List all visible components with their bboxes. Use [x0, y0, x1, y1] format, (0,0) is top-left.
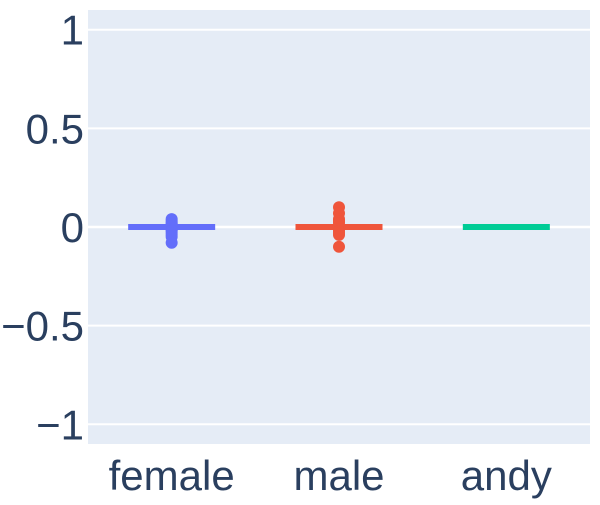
- box-female: [128, 213, 216, 249]
- x-tick-label: female: [109, 452, 235, 499]
- y-axis-tick-labels: −1 −0.5 0 0.5 1: [1, 7, 84, 449]
- outlier-point: [165, 236, 178, 249]
- x-axis-tick-labels: female male andy: [109, 452, 552, 499]
- y-tick-label: −1: [36, 401, 84, 448]
- box-series: [128, 201, 550, 253]
- y-tick-label: 0.5: [26, 105, 84, 152]
- y-tick-label: 0: [61, 204, 84, 251]
- box-andy: [462, 224, 550, 230]
- y-tick-label: 1: [61, 7, 84, 54]
- x-tick-label: male: [293, 452, 384, 499]
- box-male: [295, 201, 383, 253]
- outlier-point: [333, 240, 345, 253]
- x-tick-label: andy: [461, 452, 552, 499]
- outlier-point: [333, 228, 345, 241]
- y-tick-label: −0.5: [1, 303, 84, 350]
